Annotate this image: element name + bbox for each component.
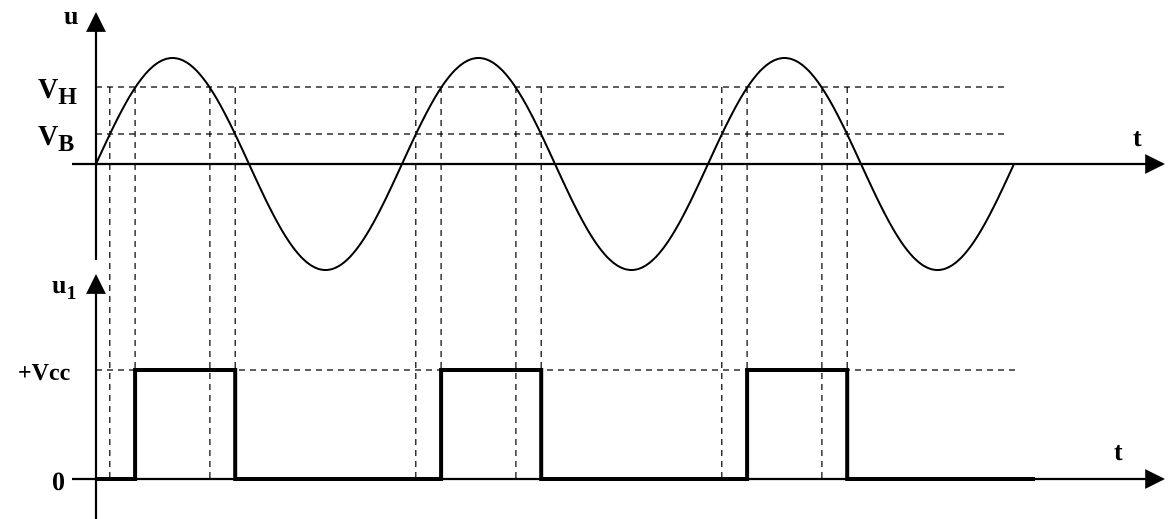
output-pulse-wave [96, 368, 1035, 481]
bottom-y-axis-label: u1 [52, 270, 76, 304]
vb-label: VB [38, 121, 74, 157]
top-y-axis-label: u [64, 1, 78, 30]
vh-label-main: V [38, 74, 58, 105]
top-axes [72, 12, 1165, 260]
bottom-x-axis-label: t [1114, 437, 1123, 466]
top-x-axis-label: t [1133, 123, 1142, 152]
zero-label: 0 [52, 467, 65, 496]
input-sine-wave [95, 56, 1015, 272]
reference-lines [96, 86, 1018, 371]
vb-label-main: V [38, 121, 58, 152]
vh-label-sub: H [58, 84, 77, 110]
vh-label: VH [38, 74, 77, 110]
projection-lines [109, 87, 848, 479]
vcc-label: +Vcc [18, 360, 71, 386]
bottom-y-axis-label-sub: 1 [66, 282, 76, 304]
vb-label-sub: B [58, 131, 74, 157]
bottom-y-axis-label-main: u [52, 270, 66, 299]
